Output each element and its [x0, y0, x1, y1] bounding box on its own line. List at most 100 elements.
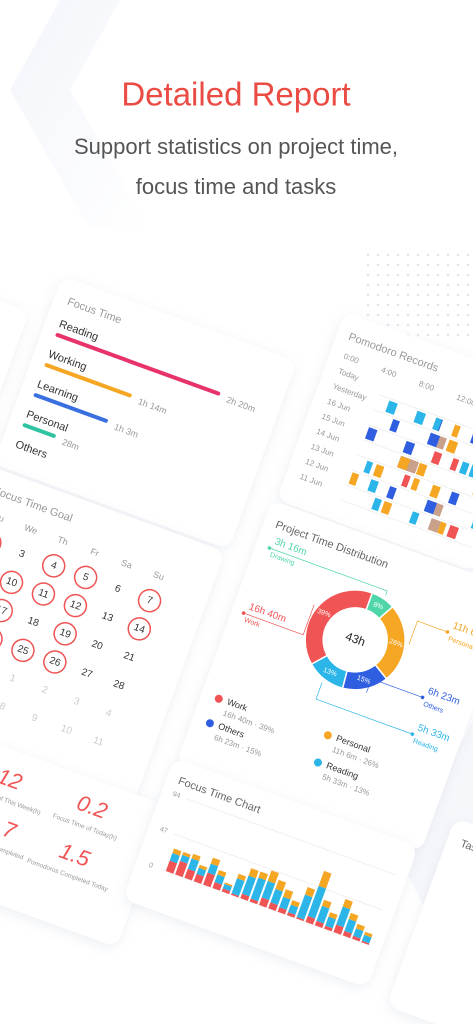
bar-segment [240, 893, 250, 901]
bar [44, 363, 132, 398]
weekday: Sa [120, 557, 134, 570]
bar-segment [175, 860, 188, 878]
dot [406, 283, 410, 287]
legend-dot [323, 731, 332, 740]
session-block [371, 497, 382, 512]
bar-segment [353, 928, 364, 939]
legend-dot [313, 758, 322, 767]
dot [376, 313, 380, 317]
session-block [408, 511, 420, 525]
dot [466, 273, 470, 277]
dot [366, 293, 370, 297]
day: 20 [90, 639, 105, 653]
bar-segment [279, 896, 291, 910]
grid-line [186, 798, 396, 876]
dot [416, 263, 420, 267]
dot [376, 253, 380, 257]
dot [376, 303, 380, 307]
weekday: Fr [89, 546, 100, 558]
dot [436, 313, 440, 317]
bar-segment [224, 882, 233, 887]
dot [456, 323, 460, 327]
goal-ring [137, 588, 162, 613]
weekday: Su [152, 569, 166, 582]
segment-label: 15% [356, 675, 372, 686]
session-block [367, 479, 379, 494]
session-block [348, 472, 360, 486]
dot [456, 283, 460, 287]
session-block [429, 484, 441, 499]
weekday: We [23, 522, 39, 536]
bar-segment [277, 907, 287, 915]
segment-label: 13% [322, 667, 338, 678]
bar-segment [222, 883, 232, 892]
session-block [436, 436, 447, 450]
goal-ring [0, 598, 13, 623]
session-block [430, 451, 443, 466]
bar-segment [286, 912, 296, 918]
row-line [356, 454, 473, 505]
bar-segment [165, 860, 178, 874]
bar-segment [267, 870, 279, 884]
session-block [468, 464, 473, 479]
bar-segment [258, 871, 269, 881]
background-shape [10, 0, 150, 230]
row-line [373, 409, 473, 460]
leader-line [315, 682, 413, 735]
bar-segment [307, 885, 327, 919]
day: 12 [68, 599, 83, 613]
bar-segment [344, 918, 357, 934]
row-line [362, 439, 473, 490]
bar-segment [187, 858, 200, 872]
bar-segment [275, 879, 287, 892]
day: 3 [17, 548, 26, 560]
bar-segment [203, 872, 215, 888]
goal-ring [63, 593, 88, 618]
day: 3 [72, 696, 81, 708]
y-tick-label: 94 [171, 791, 181, 800]
bar-segment [342, 899, 353, 910]
dot [386, 303, 390, 307]
day: 4 [49, 560, 58, 572]
dot [416, 303, 420, 307]
dot [416, 313, 420, 317]
bar-segment [314, 920, 324, 928]
bar-segment [231, 878, 245, 896]
bar-segment [325, 916, 336, 929]
dot-grid [366, 253, 470, 337]
bar-segment [198, 864, 208, 871]
dot [396, 283, 400, 287]
dot [466, 333, 470, 337]
session-block [458, 461, 470, 476]
bar-segment [191, 853, 201, 862]
dot [416, 323, 420, 327]
goal-ring [53, 622, 77, 646]
dot [466, 283, 470, 287]
day: 11 [37, 587, 51, 601]
bar-segment [290, 900, 300, 908]
dot [396, 313, 400, 317]
session-block [469, 431, 473, 445]
dot [386, 313, 390, 317]
session-block [389, 418, 400, 433]
weekday: Th [56, 534, 69, 547]
dot [456, 263, 460, 267]
bar-segment [221, 888, 231, 895]
bar-segment [361, 934, 372, 944]
dot [396, 303, 400, 307]
dot [446, 283, 450, 287]
dot [436, 293, 440, 297]
dot [456, 253, 460, 257]
bar-segment [352, 935, 361, 942]
dot [456, 293, 460, 297]
bar-segment [316, 905, 330, 924]
dot [406, 313, 410, 317]
session-block [364, 427, 378, 442]
session-block [447, 491, 460, 506]
dot [446, 303, 450, 307]
bar-segment [270, 888, 283, 906]
dot [456, 303, 460, 307]
bar-segment [169, 853, 180, 864]
session-block [406, 459, 420, 474]
